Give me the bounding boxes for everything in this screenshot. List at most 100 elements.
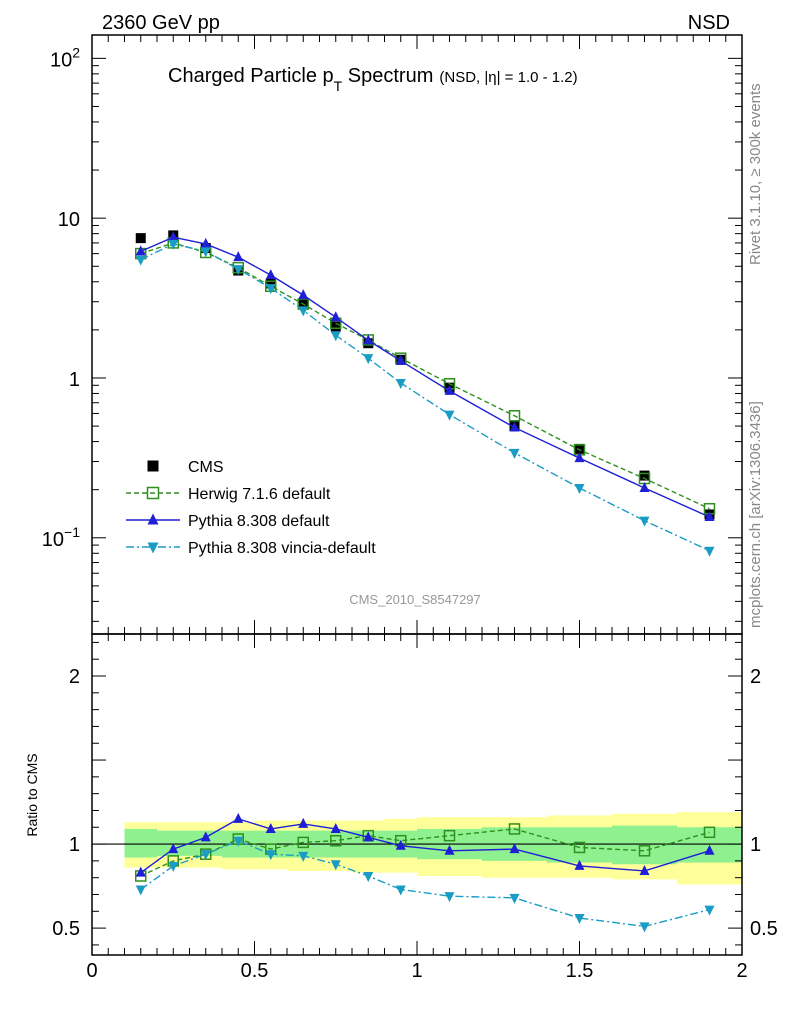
data-point — [298, 306, 309, 317]
y-tick-label: 0.5 — [52, 918, 80, 940]
legend-item: Pythia 8.308 vincia-default — [126, 540, 376, 557]
data-point — [509, 843, 520, 854]
y-tick-label: 1 — [750, 834, 761, 856]
legend-label: Pythia 8.308 default — [188, 513, 330, 530]
data-point — [147, 542, 159, 554]
data-point — [574, 443, 585, 454]
data-point — [363, 354, 374, 365]
data-point — [574, 452, 585, 463]
series-pythia-8-308-vincia-default — [135, 239, 715, 557]
data-point — [574, 859, 585, 870]
mcplots-label: mcplots.cern.ch [arXiv:1306.3436] — [747, 401, 764, 628]
data-point — [330, 834, 342, 847]
data-point — [509, 448, 520, 459]
rivet-label: Rivet 3.1.10, ≥ 300k events — [747, 83, 764, 265]
series-line — [140, 243, 710, 552]
data-point — [363, 831, 374, 842]
legend-item: Pythia 8.308 default — [126, 513, 330, 530]
series-pythia-8-308-default — [135, 812, 715, 877]
data-point — [639, 470, 650, 481]
data-point — [704, 844, 715, 855]
data-point — [704, 546, 715, 557]
data-point — [233, 251, 244, 262]
stat-uncertainty-band — [547, 827, 612, 863]
data-point — [704, 510, 715, 521]
data-point — [573, 841, 586, 854]
stat-uncertainty-band — [124, 828, 157, 858]
main-title: Charged Particle pT Spectrum (NSD, |η| = … — [168, 65, 578, 94]
data-point — [233, 812, 244, 823]
data-point — [363, 334, 374, 345]
legend-item: Herwig 7.1.6 default — [126, 486, 331, 503]
series-line — [140, 236, 710, 518]
data-point — [233, 836, 244, 847]
data-point — [703, 826, 716, 839]
data-point — [298, 851, 309, 862]
data-point — [444, 892, 455, 903]
legend-item: CMS — [147, 459, 224, 476]
y-tick-label: 0.5 — [750, 918, 778, 940]
data-point — [395, 885, 406, 896]
analysis-label: CMS_2010_S8547297 — [349, 592, 481, 607]
data-point — [168, 239, 179, 250]
data-point — [444, 844, 455, 855]
x-tick-label: 1.5 — [566, 960, 594, 982]
x-tick-label: 0 — [86, 960, 97, 982]
series-cms — [135, 230, 715, 520]
x-tick-label: 1 — [411, 960, 422, 982]
ratio-ylabel: Ratio to CMS — [24, 753, 40, 836]
data-point — [704, 905, 715, 916]
y-tick-label: 10 — [58, 209, 80, 231]
data-point — [395, 839, 406, 850]
data-point — [509, 421, 520, 432]
data-point — [233, 265, 244, 276]
header-left: 2360 GeV pp — [102, 12, 220, 34]
data-point — [135, 866, 146, 877]
header-right: NSD — [688, 12, 730, 34]
data-point — [147, 513, 159, 525]
data-point — [330, 822, 341, 833]
data-point — [444, 410, 455, 421]
main-panel: 102 10 1 10−1 CMS Herwig 7.1.6 default Pythia … — [42, 34, 743, 635]
data-point — [135, 255, 146, 266]
data-point — [330, 321, 341, 332]
y-tick-label: 1 — [69, 369, 80, 391]
data-point — [265, 822, 276, 833]
legend-label: Pythia 8.308 vincia-default — [188, 540, 376, 557]
data-point — [395, 354, 406, 365]
data-point — [200, 850, 211, 861]
data-point — [638, 845, 651, 857]
y-tick-label: 102 — [50, 44, 80, 71]
series-line — [140, 839, 710, 928]
data-point — [135, 885, 146, 896]
data-point — [200, 237, 211, 248]
data-point — [200, 831, 211, 842]
data-point — [508, 410, 521, 422]
data-point — [147, 460, 159, 472]
data-point — [639, 516, 650, 527]
data-point — [444, 384, 455, 395]
data-point — [509, 893, 520, 904]
data-point — [574, 483, 585, 494]
data-point — [298, 289, 309, 300]
x-tick-label: 2 — [736, 960, 747, 982]
data-point — [265, 269, 276, 280]
x-tick-label: 0.5 — [241, 960, 269, 982]
data-point — [168, 843, 179, 854]
data-point — [265, 284, 276, 295]
data-point — [395, 379, 406, 390]
data-point — [639, 481, 650, 492]
data-point — [265, 278, 276, 289]
data-point — [443, 829, 456, 842]
data-point — [146, 486, 160, 500]
data-point — [168, 861, 179, 872]
y-tick-label: 2 — [750, 666, 761, 688]
data-point — [639, 922, 650, 933]
data-point — [168, 231, 179, 242]
series-pythia-8-308-vincia-default — [135, 836, 715, 933]
data-point — [265, 850, 276, 861]
y-tick-label: 10−1 — [42, 524, 80, 551]
ratio-frame — [91, 633, 743, 956]
legend-label: CMS — [188, 459, 224, 476]
